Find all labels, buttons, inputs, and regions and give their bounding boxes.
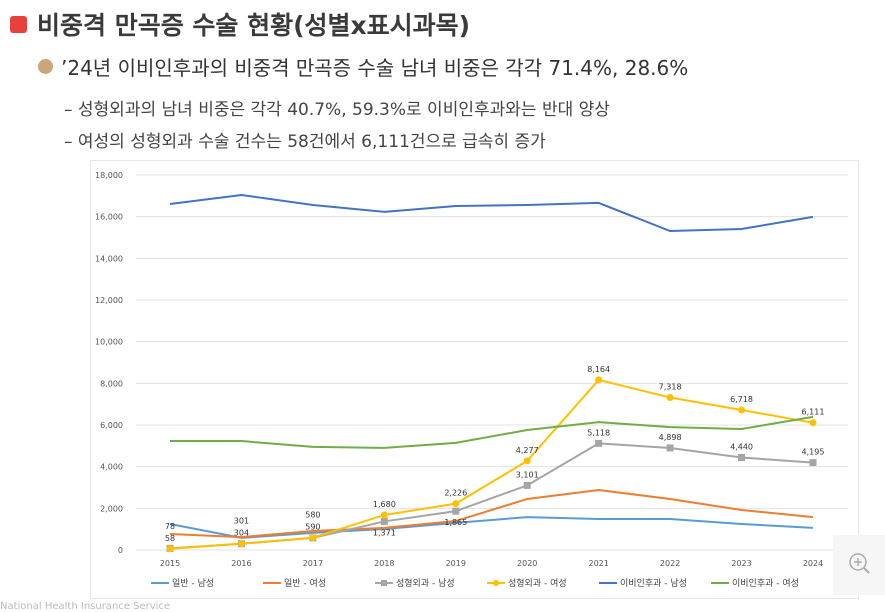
series-4 <box>169 193 814 233</box>
data-label: 304 <box>234 529 249 538</box>
chart-svg: 0 2,000 4,000 6,000 8,000 10,000 12,000 14,000 1… <box>95 171 848 589</box>
legend-label: 이비인후과 - 남성 <box>620 578 687 589</box>
y-tick-label: 12,000 <box>95 296 123 305</box>
data-point <box>380 517 388 525</box>
y-tick-label: 16,000 <box>95 213 123 222</box>
y-tick-label: 10,000 <box>95 338 123 347</box>
zoom-in-icon <box>849 553 870 574</box>
series-line <box>170 415 814 449</box>
data-label: 1,865 <box>444 518 467 527</box>
x-tick-label: 2019 <box>446 559 466 568</box>
data-label: 6,718 <box>730 395 753 404</box>
page-title: 비중격 만곡증 수술 현황(성별x표시과목) <box>10 6 470 42</box>
data-point <box>809 419 817 427</box>
data-label: 6,111 <box>802 408 825 417</box>
y-tick-label: 14,000 <box>95 254 123 263</box>
y-tick-label: 18,000 <box>95 171 123 180</box>
legend-marker <box>381 580 387 586</box>
legend-label: 성형외과 - 남성 <box>396 577 455 589</box>
data-label: 7,318 <box>659 383 682 392</box>
series-3 <box>166 376 817 553</box>
data-point <box>738 454 746 461</box>
bullet-dot-icon <box>38 59 53 74</box>
data-point <box>309 534 317 542</box>
data-label: 301 <box>234 517 249 526</box>
series-line <box>169 488 814 539</box>
data-point <box>666 394 674 402</box>
bullet-main: ’24년 이비인후과의 비중격 만곡증 수술 남녀 비중은 각각 71.4%, … <box>38 52 688 81</box>
series-line <box>169 442 814 550</box>
data-label: 78 <box>165 522 175 531</box>
sub-bullet-2: – 여성의 성형외과 수술 건수는 58건에서 6,111건으로 급속히 증가 <box>64 132 546 152</box>
footer-source: National Health Insurance Service <box>0 601 171 612</box>
legend-marker <box>493 580 499 586</box>
data-label: 1,680 <box>373 500 396 509</box>
series-line <box>169 516 814 539</box>
series-5 <box>170 415 814 449</box>
legend-label: 일반 - 여성 <box>284 577 326 589</box>
data-point <box>595 376 603 384</box>
x-tick-label: 2022 <box>660 559 680 568</box>
x-tick-label: 2023 <box>731 559 751 568</box>
y-tick-label: 8,000 <box>100 379 123 388</box>
series-1 <box>169 488 814 539</box>
data-point <box>595 439 603 447</box>
x-tick-label: 2015 <box>160 559 180 568</box>
legend-label: 일반 - 남성 <box>172 578 214 589</box>
y-tick-label: 6,000 <box>100 421 123 430</box>
data-point <box>237 540 245 548</box>
data-point <box>166 545 174 553</box>
x-tick-label: 2018 <box>374 559 394 568</box>
data-point <box>380 511 388 519</box>
data-label: 4,195 <box>802 448 825 457</box>
series-line <box>169 193 814 233</box>
data-point <box>666 444 674 452</box>
data-label: 2,226 <box>444 489 467 498</box>
title-text: 비중격 만곡증 수술 현황(성별x표시과목) <box>37 11 471 40</box>
legend-label: 이비인후과 - 여성 <box>732 577 799 589</box>
zoom-button[interactable] <box>833 535 885 595</box>
data-label: 4,898 <box>659 433 682 442</box>
data-label: 4,440 <box>730 443 753 452</box>
data-point <box>452 507 460 515</box>
title-square-icon <box>10 15 27 33</box>
data-label: 5,118 <box>587 428 610 437</box>
data-point <box>452 500 460 508</box>
x-tick-label: 2021 <box>588 559 608 568</box>
x-tick-label: 2016 <box>231 559 251 568</box>
legend-label: 성형외과 - 여성 <box>508 577 567 589</box>
y-tick-label: 0 <box>118 546 123 555</box>
sub-bullet-1: – 성형외과의 남녀 비중은 각각 40.7%, 59.3%로 이비인후과와는 … <box>64 100 610 120</box>
data-point <box>738 406 746 414</box>
data-label: 1,371 <box>373 528 396 537</box>
data-point <box>809 459 817 467</box>
y-tick-label: 4,000 <box>100 463 123 472</box>
line-chart: 0 2,000 4,000 6,000 8,000 10,000 12,000 14,000 1… <box>90 160 859 599</box>
x-tick-label: 2020 <box>517 559 537 568</box>
data-label: 590 <box>305 523 320 532</box>
data-label: 3,101 <box>516 470 539 479</box>
data-label: 8,164 <box>587 365 610 374</box>
series-0 <box>169 516 814 539</box>
series-line <box>169 378 814 550</box>
y-tick-label: 2,000 <box>100 504 123 513</box>
x-tick-label: 2017 <box>303 559 323 568</box>
bullet-text: ’24년 이비인후과의 비중격 만곡증 수술 남녀 비중은 각각 71.4%, … <box>61 56 689 80</box>
data-label: 58 <box>165 534 175 543</box>
data-point <box>523 457 531 465</box>
data-point <box>523 481 531 489</box>
x-tick-label: 2024 <box>803 559 823 568</box>
data-label: 4,277 <box>516 446 539 455</box>
data-label: 580 <box>305 511 320 520</box>
